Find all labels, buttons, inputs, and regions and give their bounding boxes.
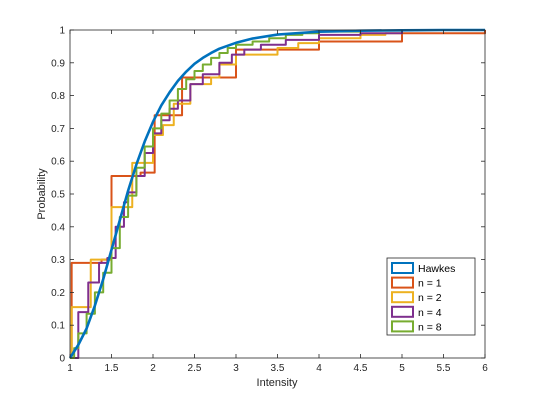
x-tick-label: 4 <box>316 363 322 374</box>
y-tick-label: 0.4 <box>51 222 65 233</box>
series-line-n1 <box>70 30 486 359</box>
y-tick-label: 0.5 <box>51 190 65 201</box>
y-tick-label: 0.8 <box>51 91 65 102</box>
x-tick-label: 1.5 <box>105 363 119 374</box>
y-tick-label: 0.6 <box>51 157 65 168</box>
y-tick-label: 0.3 <box>51 255 65 266</box>
x-tick-label: 6 <box>482 363 488 374</box>
legend-swatch <box>391 320 414 333</box>
series-layer <box>68 28 486 359</box>
legend-entry-label: Hawkes <box>418 263 455 275</box>
legend-swatch <box>391 262 414 274</box>
y-tick-label: 0 <box>59 354 65 365</box>
x-tick-label: 3.5 <box>271 363 285 374</box>
y-tick-label: 0.7 <box>51 124 65 135</box>
y-tick-label: 1 <box>59 26 65 37</box>
x-tick-label: 5.5 <box>437 363 451 374</box>
legend-swatch <box>391 276 414 289</box>
y-tick-label: 0.2 <box>51 288 65 299</box>
legend-entry-label: n = 2 <box>418 292 442 304</box>
legend: Hawkes n = 1 n = 2 n = 4 n = 8 <box>386 257 476 336</box>
legend-entry-label: n = 1 <box>418 278 442 290</box>
x-axis-title: Intensity <box>257 377 298 389</box>
x-tick-label: 2 <box>150 363 156 374</box>
x-tick-label: 1 <box>67 363 73 374</box>
legend-entry-label: n = 4 <box>418 307 442 319</box>
y-tick-label: 0.9 <box>51 58 65 69</box>
series-line-n2 <box>70 29 485 359</box>
x-tick-label: 4.5 <box>354 363 368 374</box>
x-tick-label: 2.5 <box>188 363 202 374</box>
x-tick-label: 5 <box>399 363 405 374</box>
y-axis-title: Probability <box>36 168 48 220</box>
legend-swatch <box>391 305 414 318</box>
legend-entry-label: n = 8 <box>418 321 442 333</box>
y-tick-label: 0.1 <box>51 321 65 332</box>
x-tick-label: 3 <box>233 363 239 374</box>
series-line-hawkes <box>68 28 485 359</box>
axis-ticks: 1 1.5 2 2.5 3 3.5 4 4.5 5 5.5 6 0 0.1 0.2 0.3 0.4 0.5 0.6… <box>51 26 488 375</box>
legend-swatch <box>391 291 414 304</box>
